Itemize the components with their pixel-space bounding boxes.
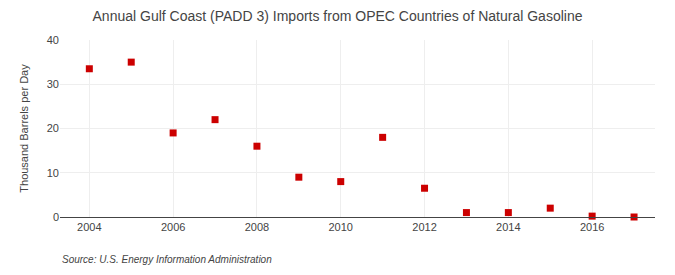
svg-text:2014: 2014: [496, 221, 520, 233]
svg-text:20: 20: [47, 122, 59, 134]
svg-text:Source: U.S. Energy Informatio: Source: U.S. Energy Information Administ…: [62, 254, 272, 265]
svg-text:2012: 2012: [412, 221, 436, 233]
svg-text:0: 0: [53, 211, 59, 223]
svg-text:40: 40: [47, 34, 59, 46]
svg-text:2016: 2016: [580, 221, 604, 233]
svg-text:2006: 2006: [161, 221, 185, 233]
svg-text:Annual Gulf Coast (PADD 3) Imp: Annual Gulf Coast (PADD 3) Imports from …: [93, 8, 583, 24]
svg-text:Thousand Barrels per Day: Thousand Barrels per Day: [18, 64, 30, 193]
svg-text:2010: 2010: [328, 221, 352, 233]
svg-text:30: 30: [47, 78, 59, 90]
svg-text:2004: 2004: [77, 221, 101, 233]
svg-text:2008: 2008: [245, 221, 269, 233]
svg-text:10: 10: [47, 167, 59, 179]
